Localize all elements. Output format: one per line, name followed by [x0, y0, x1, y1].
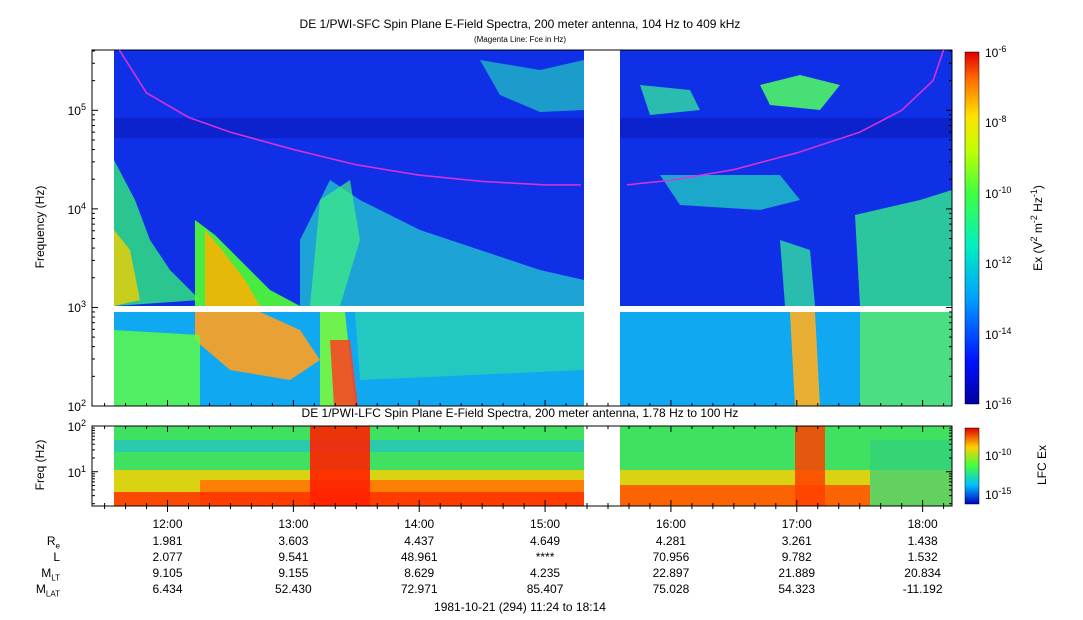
ephemeris-value: 9.155: [278, 566, 309, 580]
lfc-y-tick-label: 102: [67, 418, 86, 434]
sfc-title: DE 1/PWI-SFC Spin Plane E-Field Spectra,…: [299, 17, 741, 31]
ephemeris-value: 48.961: [400, 550, 438, 564]
fce-series-line-after-gap: [626, 50, 945, 186]
ephemeris-value: 70.956: [652, 550, 690, 564]
sfc-subtitle: (Magenta Line: Fce in Hz): [473, 35, 567, 44]
ephemeris-value: 75.028: [652, 582, 690, 596]
ephemeris-value: 22.897: [652, 566, 690, 580]
ephemeris-value: 1.981: [152, 534, 183, 548]
ephemeris-value: 1.532: [907, 550, 938, 564]
x-tick-label: 13:00: [278, 517, 309, 531]
sfc-colorbar-tick-label: 10-10: [985, 184, 1012, 201]
lfc-title: DE 1/PWI-LFC Spin Plane E-Field Spectra,…: [301, 406, 739, 420]
sfc-y-axis-label: Frequency (Hz): [33, 185, 47, 269]
ephemeris-value: 72.971: [400, 582, 438, 596]
sfc-colorbar-tick-label: 10-6: [985, 44, 1007, 60]
sfc-y-tick-label: 105: [67, 102, 86, 119]
ephemeris-value: 54.323: [778, 582, 816, 596]
ephemeris-value: 4.649: [530, 534, 561, 548]
sfc-colorbar-tick-label: 10-12: [985, 255, 1012, 272]
sfc-spectrogram: [92, 50, 952, 406]
ephemeris-value: 3.261: [781, 534, 812, 548]
sfc-colorbar-label: Ex (V2 m-2 Hz-1): [1029, 185, 1045, 271]
ephemeris-value: 21.889: [778, 566, 816, 580]
sfc-y-tick-label: 102: [67, 398, 86, 414]
sfc-colorbar-tick-label: 10-8: [985, 114, 1007, 131]
lfc-colorbar-label: LFC Ex: [1035, 445, 1049, 486]
ephemeris-value: 20.834: [904, 566, 941, 580]
ephemeris-row-label: MLAT: [35, 582, 60, 599]
lfc-colorbar-tick-label: 10-10: [985, 447, 1012, 463]
ephemeris-value: 4.437: [404, 534, 435, 548]
sfc-colorbar-tick-label: 10-14: [985, 325, 1012, 342]
ephemeris-value: 8.629: [404, 566, 435, 580]
x-tick-label: 12:00: [152, 517, 183, 531]
axes-ticks: [92, 50, 952, 512]
fce-series-line: [118, 50, 581, 186]
lfc-y-axis-label: Freq (Hz): [33, 439, 47, 491]
sfc-frame: [91, 49, 953, 407]
ephemeris-value: 2.077: [152, 550, 183, 564]
time-range-caption: 1981-10-21 (294) 11:24 to 18:14: [434, 600, 606, 614]
ephemeris-value: 52.430: [275, 582, 312, 596]
ephemeris-value: ****: [535, 550, 555, 564]
ephemeris-value: 4.235: [530, 566, 561, 580]
ephemeris-row-label: MLT: [41, 566, 60, 583]
ephemeris-row-label: L: [53, 550, 60, 564]
ephemeris-value: -11.192: [902, 582, 943, 596]
sfc-colorbar-tick-label: 10-16: [985, 396, 1012, 412]
sfc-colorbar: [964, 51, 980, 405]
ephemeris-row-label: Re: [46, 534, 60, 551]
lfc-colorbar-tick-label: 10-15: [985, 486, 1012, 502]
ephemeris-value: 85.407: [526, 582, 564, 596]
x-tick-label: 16:00: [655, 517, 686, 531]
x-tick-label: 17:00: [781, 517, 812, 531]
ephemeris-value: 4.281: [655, 534, 686, 548]
ephemeris-value: 9.105: [152, 566, 183, 580]
lfc-colorbar: [964, 427, 980, 505]
sfc-y-tick-label: 104: [67, 200, 86, 217]
ephemeris-value: 3.603: [278, 534, 309, 548]
lfc-frame: [91, 425, 953, 507]
ephemeris-value: 6.434: [152, 582, 183, 596]
lfc-spectrogram: [92, 426, 952, 506]
lfc-y-tick-label: 101: [67, 463, 86, 480]
x-tick-label: 15:00: [530, 517, 561, 531]
ephemeris-value: 9.541: [278, 550, 309, 564]
sfc-y-tick-label: 103: [67, 299, 86, 316]
ephemeris-value: 9.782: [781, 550, 812, 564]
x-tick-label: 14:00: [404, 517, 435, 531]
x-tick-label: 18:00: [907, 517, 938, 531]
ephemeris-value: 1.438: [907, 534, 938, 548]
